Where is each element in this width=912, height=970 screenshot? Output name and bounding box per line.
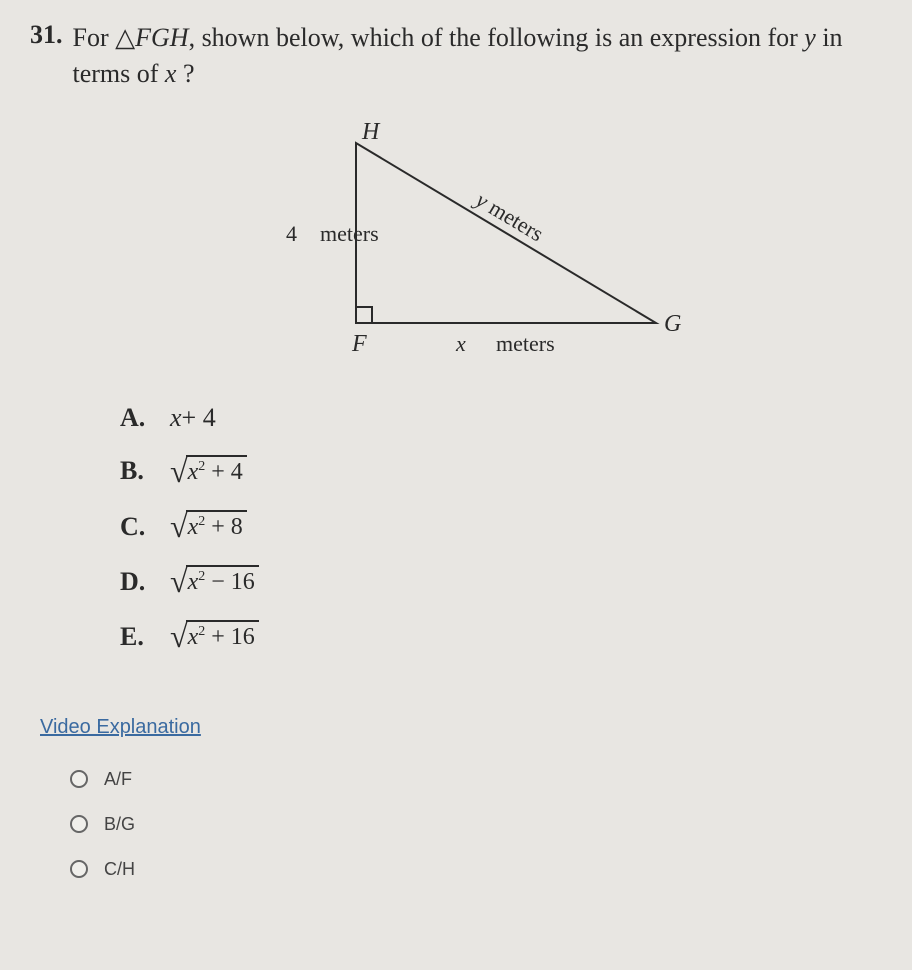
radio-label: C/H xyxy=(104,859,135,880)
svg-text:F: F xyxy=(351,331,367,357)
choices-list: A. x + 4 B. √ x2 + 4 C. √ x2 + 8 D. √ x2… xyxy=(120,403,882,654)
svg-text:G: G xyxy=(664,311,681,337)
choice-op: − 16 xyxy=(205,569,255,595)
radio-circle-icon xyxy=(70,860,88,878)
choice-letter: E. xyxy=(120,622,150,652)
question-stem: 31. For △FGH, shown below, which of the … xyxy=(30,20,882,93)
radio-option-af[interactable]: A/F xyxy=(70,769,882,790)
choice-var: x xyxy=(188,569,199,595)
svg-text:4: 4 xyxy=(286,221,297,246)
radio-option-ch[interactable]: C/H xyxy=(70,859,882,880)
choice-var: x xyxy=(188,459,199,485)
video-explanation-link[interactable]: Video Explanation xyxy=(40,716,201,739)
choice-a: A. x + 4 xyxy=(120,403,882,433)
svg-text:y meters: y meters xyxy=(470,186,548,246)
choice-var: x xyxy=(188,624,199,650)
choice-d: D. √ x2 − 16 xyxy=(120,565,882,598)
sqrt-content: x2 − 16 xyxy=(186,565,259,598)
svg-text:meters: meters xyxy=(320,221,379,246)
choice-op: + 4 xyxy=(205,459,243,485)
question-text: For △FGH, shown below, which of the foll… xyxy=(73,20,883,93)
sqrt-content: x2 + 8 xyxy=(186,510,247,543)
question-text-mid: , shown below, which of the following is… xyxy=(189,23,805,52)
triangle-diagram: H F G 4 meters x meters y meters xyxy=(176,123,736,363)
radio-option-bg[interactable]: B/G xyxy=(70,814,882,835)
choice-e: E. √ x2 + 16 xyxy=(120,620,882,653)
choice-text: √ x2 + 8 xyxy=(170,510,247,543)
question-var-y: y xyxy=(804,23,816,52)
sqrt-content: x2 + 16 xyxy=(186,620,259,653)
choice-text: x + 4 xyxy=(170,403,216,433)
choice-text: √ x2 + 4 xyxy=(170,455,247,488)
svg-text:x: x xyxy=(455,331,466,356)
answer-radio-group: A/F B/G C/H xyxy=(70,769,882,880)
choice-letter: B. xyxy=(120,456,150,486)
choice-op: + 4 xyxy=(182,403,216,433)
radio-label: A/F xyxy=(104,769,132,790)
choice-var: x xyxy=(188,514,199,540)
choice-letter: C. xyxy=(120,512,150,542)
question-number: 31. xyxy=(30,20,63,50)
choice-op: + 8 xyxy=(205,514,243,540)
question-text-prefix: For △ xyxy=(73,23,136,52)
choice-c: C. √ x2 + 8 xyxy=(120,510,882,543)
radio-label: B/G xyxy=(104,814,135,835)
choice-var: x xyxy=(170,403,182,433)
question-var-x: x xyxy=(165,59,177,88)
svg-text:meters: meters xyxy=(496,331,555,356)
choice-text: √ x2 − 16 xyxy=(170,565,259,598)
choice-b: B. √ x2 + 4 xyxy=(120,455,882,488)
question-text-suffix: ? xyxy=(176,59,194,88)
sqrt-content: x2 + 4 xyxy=(186,455,247,488)
svg-text:H: H xyxy=(361,123,381,145)
radio-circle-icon xyxy=(70,815,88,833)
choice-op: + 16 xyxy=(205,624,255,650)
question-triangle-name: FGH xyxy=(135,23,188,52)
choice-letter: D. xyxy=(120,567,150,597)
choice-letter: A. xyxy=(120,403,150,433)
radio-circle-icon xyxy=(70,770,88,788)
choice-text: √ x2 + 16 xyxy=(170,620,259,653)
